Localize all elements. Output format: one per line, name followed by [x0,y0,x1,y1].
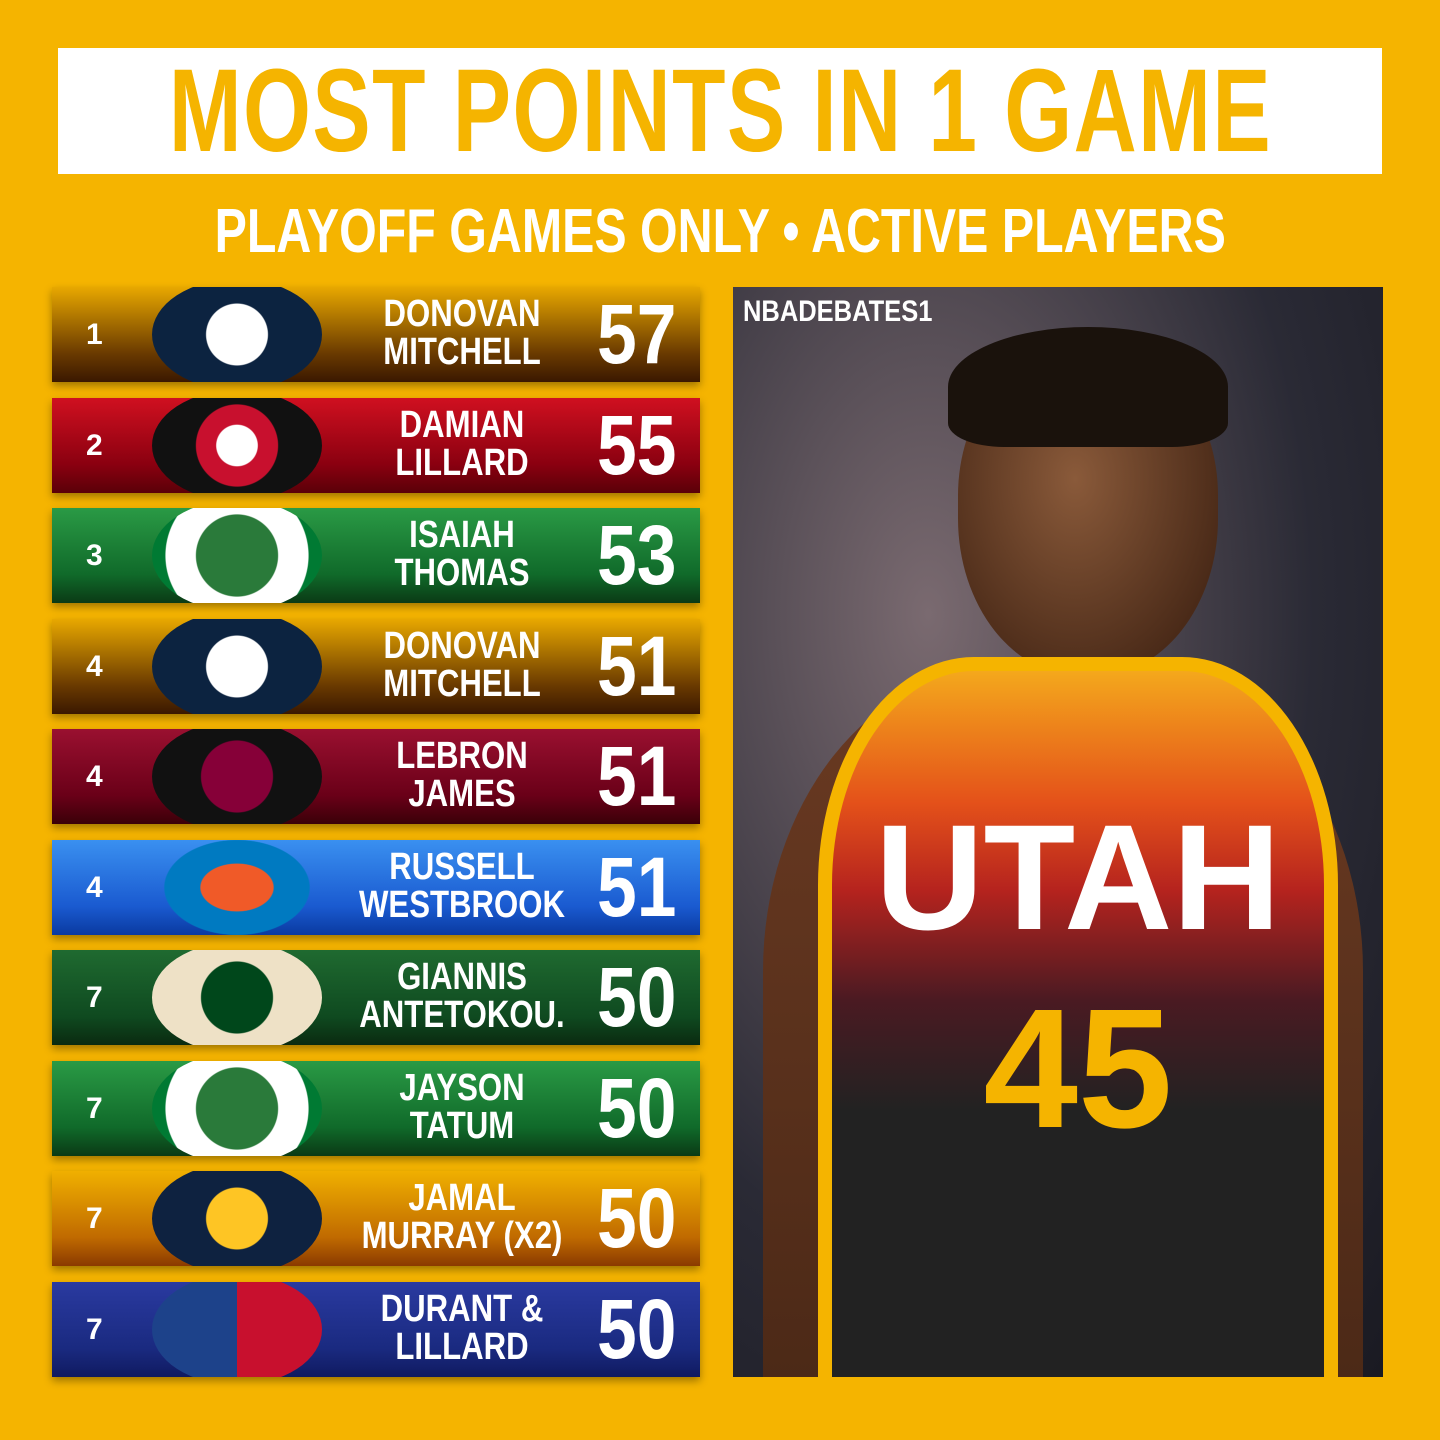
player-name-line: MITCHELL [383,662,541,705]
player-name: DONOVAN MITCHELL [332,627,592,703]
player-name-line: GIANNIS [397,956,527,998]
player-photo: UTAH 45 NBADEBATES1 [733,287,1383,1377]
player-name: LEBRON JAMES [332,737,592,813]
points: 51 [597,618,677,713]
player-name-line: JAMES [408,773,516,815]
rank: 7 [86,1091,103,1125]
title-box: MOST POINTS IN 1 GAME [58,48,1382,174]
watermark: NBADEBATES1 [743,295,933,328]
rank: 4 [86,649,103,683]
player-name-line: DURANT & [380,1287,544,1330]
player-name: JAYSON TATUM [332,1069,592,1145]
team-logo [152,397,322,493]
points-wrap: 50 [572,1061,700,1156]
points: 57 [597,287,677,381]
player-name-line: LILLARD [395,1325,529,1368]
team-logo [152,729,322,824]
rank: 1 [86,318,103,351]
subtitle: PLAYOFF GAMES ONLY • ACTIVE PLAYERS [214,197,1226,266]
player-name: DONOVAN MITCHELL [332,295,592,371]
rank: 2 [86,428,103,462]
leaderboard-row: 7 DURANT & LILLARD 50 [52,1281,700,1377]
points-wrap: 51 [572,619,700,714]
points-wrap: 50 [572,1171,700,1266]
rank: 7 [86,1202,103,1235]
points: 50 [597,1060,677,1155]
player-name-line: DAMIAN [399,403,525,446]
points: 51 [597,839,677,934]
player-name-line: LILLARD [395,441,529,484]
photo-hair [948,327,1228,447]
points-wrap: 53 [572,508,700,603]
player-name-line: TATUM [409,1104,515,1147]
leaderboard-row: 2 DAMIAN LILLARD 55 [52,397,700,493]
points-wrap: 50 [572,1282,700,1377]
points-wrap: 51 [572,840,700,935]
player-name-line: RUSSELL [389,845,535,888]
player-name-line: WESTBROOK [359,883,565,926]
points: 50 [597,950,677,1044]
player-name-line: MURRAY (X2) [361,1215,563,1257]
rank: 4 [86,760,103,793]
player-name: RUSSELL WESTBROOK [332,848,592,924]
points-wrap: 51 [572,729,700,824]
player-name: DURANT & LILLARD [332,1290,592,1366]
player-name-line: THOMAS [394,552,530,594]
leaderboard-row: 3 ISAIAH THOMAS 53 [52,508,700,603]
rank: 7 [86,981,103,1014]
team-logo [152,950,322,1045]
team-logo [152,1060,322,1156]
points: 51 [597,729,677,823]
title: MOST POINTS IN 1 GAME [168,48,1272,174]
points: 50 [597,1281,677,1376]
player-name: ISAIAH THOMAS [332,516,592,592]
leaderboard-row: 7 JAYSON TATUM 50 [52,1060,700,1156]
player-name-line: MITCHELL [383,331,541,373]
team-logo [152,1281,322,1377]
points-wrap: 50 [572,950,700,1045]
subtitle-wrap: PLAYOFF GAMES ONLY • ACTIVE PLAYERS [0,196,1440,267]
points: 50 [597,1171,677,1265]
points: 53 [597,508,677,602]
photo-jersey: UTAH 45 [818,657,1338,1377]
points-wrap: 57 [572,287,700,382]
player-name: GIANNIS ANTETOKOU. [332,958,592,1034]
rank: 4 [86,870,103,904]
team-logo [152,508,322,603]
leaderboard-row: 7 GIANNIS ANTETOKOU. 50 [52,950,700,1045]
team-logo [152,287,322,382]
leaderboard-row: 4 LEBRON JAMES 51 [52,729,700,824]
leaderboard-row: 1 DONOVAN MITCHELL 57 [52,287,700,382]
leaderboard-row: 4 DONOVAN MITCHELL 51 [52,618,700,714]
player-name-line: JAMAL [408,1177,516,1219]
player-name-line: JAYSON [399,1066,525,1109]
player-name-line: LEBRON [396,735,528,777]
leaderboard-row: 7 JAMAL MURRAY (X2) 50 [52,1171,700,1266]
player-name-line: ISAIAH [409,514,515,556]
player-name-line: ANTETOKOU. [359,994,565,1036]
jersey-number: 45 [983,974,1173,1164]
player-name: DAMIAN LILLARD [332,406,592,482]
points: 55 [597,397,677,492]
team-logo [152,839,322,935]
leaderboard-row: 4 RUSSELL WESTBROOK 51 [52,839,700,935]
player-name-line: DONOVAN [383,624,541,667]
points-wrap: 55 [572,398,700,493]
jersey-name: UTAH [875,793,1281,961]
team-logo [152,1171,322,1266]
player-name-line: DONOVAN [383,293,541,335]
player-name: JAMAL MURRAY (X2) [332,1179,592,1255]
rank: 7 [86,1312,103,1346]
team-logo [152,618,322,714]
rank: 3 [86,539,103,572]
